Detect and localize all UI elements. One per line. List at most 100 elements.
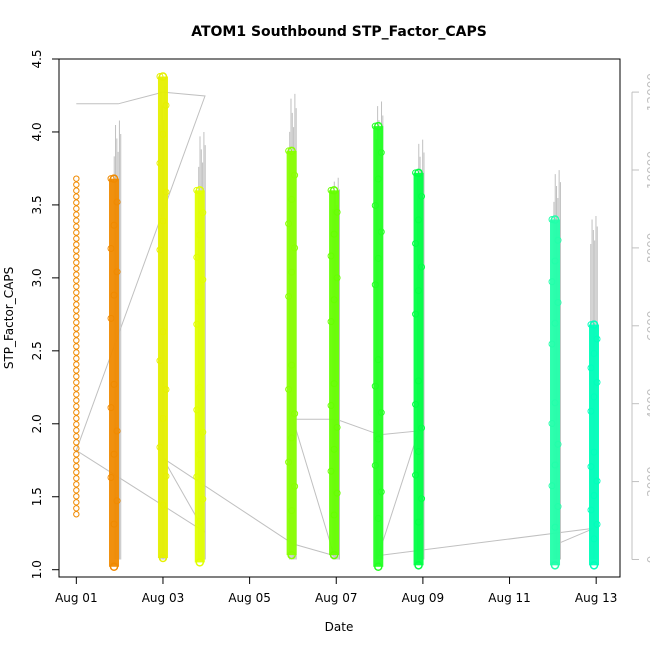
data-point [412,310,420,318]
data-point [156,246,164,254]
data-point-min [109,562,119,572]
data-point [73,403,80,410]
data-point [162,472,170,480]
data-point [113,497,121,505]
data-point [73,361,80,368]
data-point [196,517,204,525]
data-point [73,193,80,200]
data-point [333,489,341,497]
data-point [73,409,80,416]
right-y-tick-label: 4000 [645,388,650,419]
data-point [110,291,118,299]
data-point [551,257,559,265]
point-band [157,76,168,559]
data-point [73,379,80,386]
right-y-axis: 0 2000 4000 6000 8000 10000 12000 [631,73,650,563]
data-point [288,195,296,203]
point-band [194,190,205,563]
data-point [193,320,201,328]
data-point [73,451,80,458]
data-point [73,223,80,230]
data-point [374,175,382,183]
data-point [73,433,80,440]
data-point [73,187,80,194]
data-point-min [589,561,599,570]
data-point [199,276,207,284]
data-point [291,410,299,418]
data-point [159,217,167,225]
data-point [330,296,338,304]
x-tick-label: Aug 11 [488,591,531,605]
data-point [73,229,80,236]
y-axis: 1.0 1.5 2.0 2.5 3.0 3.5 4.0 4.5 [30,49,59,579]
data-point [554,299,562,307]
data-point [327,318,335,326]
data-point [288,507,296,515]
data-point [73,325,80,332]
y-tick-label: 4.0 [30,122,44,141]
data-point [285,292,293,300]
data-point-min [374,562,383,572]
data-point [590,492,598,500]
data-point [110,221,118,229]
data-point [327,402,335,410]
right-y-tick-label: 2000 [645,466,650,497]
data-point [73,259,80,266]
x-axis-label: Date [325,620,354,634]
data-point [73,271,80,278]
data-point [418,263,426,271]
data-point [548,340,556,348]
data-point [412,471,420,479]
y-tick-label: 3.0 [30,268,44,287]
data-point [551,399,559,407]
data-point [551,461,559,469]
data-point [371,461,379,469]
x-tick-label: Aug 09 [402,591,445,605]
data-point [73,481,80,488]
data-point [73,247,80,254]
data-point [199,495,207,503]
data-point [199,428,207,436]
data-point [330,380,338,388]
data-point [551,319,559,327]
data-point [73,421,80,428]
data-point-min [158,553,168,563]
data-point [288,434,296,442]
data-point [73,391,80,398]
data-point [110,380,118,388]
data-point [291,482,299,490]
x-axis: Aug 01 Aug 03 Aug 05 Aug 07 Aug 09 Aug 11 Aug … [55,577,617,605]
data-point [371,382,379,390]
y-tick-label: 3.5 [30,195,44,214]
data-point [110,520,118,528]
data-point-max [158,72,168,81]
data-point [377,488,385,496]
data-point [73,199,80,206]
data-point [593,477,601,485]
data-point [73,493,80,500]
data-point [73,253,80,260]
data-point [374,435,382,443]
data-point [73,217,80,224]
x-tick-label: Aug 07 [315,591,358,605]
right-y-tick-label: 6000 [645,311,650,342]
data-point [73,475,80,482]
data-point [333,274,341,282]
data-point [73,205,80,212]
data-point [330,230,338,238]
data-point [73,277,80,284]
data-point [73,487,80,494]
data-point [73,175,80,182]
data-point [73,265,80,272]
data-point-max [589,320,599,329]
data-point [551,523,559,531]
y-tick-label: 1.5 [30,487,44,506]
right-y-tick-label: 12000 [645,73,650,111]
data-point-min [414,561,423,570]
data-point [371,281,379,289]
data-point [107,245,115,253]
data-point [73,295,80,302]
data-point [156,443,164,451]
data-point [73,505,80,512]
data-point [73,427,80,434]
